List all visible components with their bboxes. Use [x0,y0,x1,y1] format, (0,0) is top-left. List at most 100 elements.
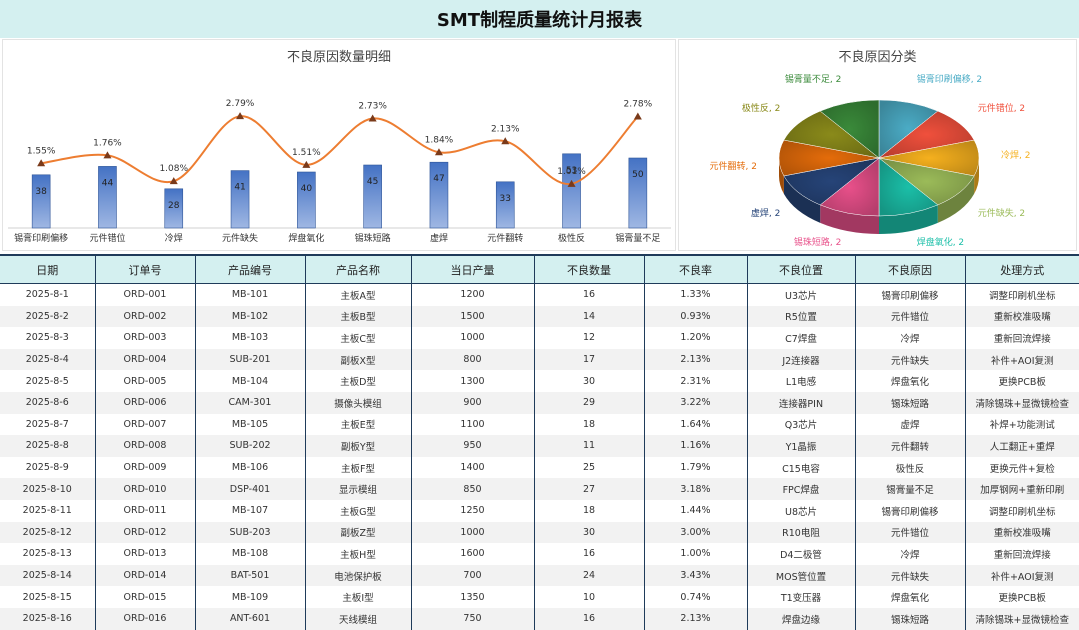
table-cell: 2025-8-5 [0,370,95,392]
table-cell: 更换元件+复检 [964,456,1079,479]
rate-marker [302,160,311,168]
table-cell: 2025-8-15 [0,586,95,608]
category-tick-label: 元件翻转 [487,232,523,244]
rate-marker [37,159,46,167]
table-row: 2025-8-4 ORD-004 SUB-201 副板X型 800 17 2.13% J2连接… [0,348,1079,371]
table-cell: U8芯片 [746,499,855,522]
table-cell: 30 [533,521,644,544]
table-cell: 冷焊 [854,543,965,565]
bar-value-label: 33 [500,194,511,204]
table-cell: DSP-401 [194,478,305,500]
table-cell: MB-106 [194,456,305,479]
pie-label: 元件错位, 2 [978,102,1025,114]
table-row: 2025-8-14 ORD-014 BAT-501 电池保护板 700 24 3.43% MO… [0,564,1079,587]
table-cell: 副板Y型 [304,435,411,457]
rate-label: 1.51% [292,148,321,158]
pie-slice-side [974,158,979,194]
bar-1 [98,166,117,229]
table-cell: MB-104 [194,370,305,392]
table-row: 2025-8-2 ORD-002 MB-102 主板B型 1500 14 0.93% R5位置… [0,305,1079,328]
rate-marker [169,177,178,185]
table-cell: 主板I型 [304,586,411,608]
table-row: 2025-8-10 ORD-010 DSP-401 显示模组 850 27 3.18% FPC… [0,478,1079,500]
table-cell: 补件+AOI复测 [964,348,1079,371]
table-cell: 元件缺失 [854,564,965,587]
bar-line-chart-svg: 38 锡膏印刷偏移 44 元件错位 28 冷焊 41 元件缺失 40 焊盘氧化 45 锡珠短路 47 虚焊… [8,99,671,244]
table-cell: FPC焊盘 [746,478,855,500]
table-cell: Y1晶振 [746,435,855,457]
table-cell: L1电感 [746,370,855,392]
category-tick-label: 虚焊 [430,232,448,244]
bar-value-label: 50 [632,170,644,180]
table-cell: 补件+AOI复测 [964,564,1079,587]
table-cell: 调整印刷机坐标 [964,499,1079,522]
table-cell: 3.22% [643,391,747,414]
bar-8 [562,153,581,229]
table-cell: 重新校准吸嘴 [964,521,1079,544]
table-cell: 29 [533,391,644,414]
table-row: 2025-8-7 ORD-007 MB-105 主板E型 1100 18 1.64% Q3芯片… [0,413,1079,436]
table-cell: T1变压器 [746,586,855,608]
pie-label: 元件缺失, 2 [978,207,1025,219]
category-tick-label: 锡膏量不足 [615,232,660,244]
table-cell: 0.93% [643,305,747,328]
table-cell: 2025-8-1 [0,283,95,306]
table-cell: 1000 [410,521,534,544]
rate-label: 2.73% [358,101,387,111]
table-cell: 主板D型 [304,370,411,392]
rate-marker [633,112,642,120]
table-cell: 2025-8-7 [0,413,95,436]
category-tick-label: 元件错位 [89,232,125,244]
table-cell: 补焊+功能测试 [964,413,1079,436]
column-header-9: 处理方式 [964,254,1079,284]
column-header-7: 不良位置 [746,254,855,284]
table-cell: BAT-501 [194,564,305,587]
column-header-5: 不良数量 [533,254,644,284]
table-cell: 1350 [410,586,534,608]
rate-label: 1.08% [159,164,188,174]
table-cell: 焊盘氧化 [854,586,965,608]
table-cell: 18 [533,413,644,436]
table-cell: 更换PCB板 [964,370,1079,392]
table-cell: 锡珠短路 [854,607,965,630]
table-cell: 2025-8-8 [0,435,95,457]
table-row: 2025-8-8 ORD-008 SUB-202 副板Y型 950 11 1.16% Y1晶振… [0,435,1079,457]
table-cell: 27 [533,478,644,500]
table-cell: 1.20% [643,327,747,349]
table-cell: 1.33% [643,283,747,306]
column-header-0: 日期 [0,254,95,284]
table-cell: 3.43% [643,564,747,587]
rate-label: 2.78% [624,100,653,110]
pie-label: 锡珠短路, 2 [794,236,841,248]
table-row: 2025-8-15 ORD-015 MB-109 主板I型 1350 10 0.74% T1变… [0,586,1079,608]
bar-7 [495,181,515,229]
bar-value-label: 47 [433,174,444,184]
table-cell: 焊盘氧化 [854,370,965,392]
table-cell: 2025-8-13 [0,543,95,565]
table-cell: ORD-012 [94,521,195,544]
table-cell: 连接器PIN [746,391,855,414]
table-cell: 14 [533,305,644,328]
table-cell: MB-102 [194,305,305,328]
table-cell: 16 [533,543,644,565]
defect-table: 日期 订单号 产品编号 产品名称 当日产量 不良数量 不良率 不良位置 不良原因 处理方式 202… [0,254,1079,630]
table-cell: SUB-201 [194,348,305,371]
table-cell: R10电阻 [746,521,855,544]
table-cell: SUB-202 [194,435,305,457]
table-cell: 锡膏印刷偏移 [854,499,965,522]
rate-label: 2.13% [491,124,520,134]
category-tick-label: 元件缺失 [222,232,258,244]
table-cell: 2.31% [643,370,747,392]
table-cell: ORD-014 [94,564,195,587]
table-cell: 750 [410,607,534,630]
table-row: 2025-8-11 ORD-011 MB-107 主板G型 1250 18 1.44% U8芯… [0,499,1079,522]
table-cell: 元件缺失 [854,348,965,371]
bar-value-label: 28 [168,201,180,211]
table-cell: 重新回流焊接 [964,543,1079,565]
table-cell: 锡膏印刷偏移 [854,283,965,306]
pie-slice-9 [819,99,880,159]
pie-chart-title: 不良原因分类 [838,50,917,65]
table-cell: 2025-8-2 [0,305,95,328]
table-cell: 1500 [410,305,534,328]
table-cell: ORD-008 [94,435,195,457]
